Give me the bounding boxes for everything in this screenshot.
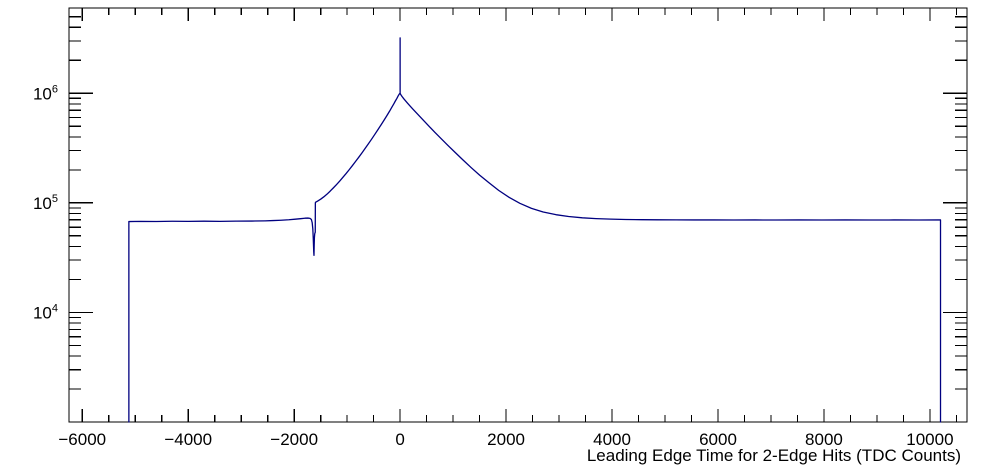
y-tick-label: 104 (33, 302, 58, 322)
x-tick-label: 2000 (487, 430, 525, 449)
x-axis-tick-labels: −6000 −4000 −2000 0 2000 4000 6000 8000 10000 (58, 430, 953, 449)
x-tick-label: 0 (395, 430, 404, 449)
x-tick-label: −6000 (58, 430, 106, 449)
y-tick-label: 105 (33, 193, 58, 213)
y-axis-major-ticks (69, 92, 967, 423)
x-tick-label: 8000 (805, 430, 843, 449)
x-tick-label: 4000 (593, 430, 631, 449)
x-axis-major-ticks (81, 8, 931, 422)
y-axis-tick-labels: 104 105 106 (33, 83, 58, 322)
y-tick-label: 106 (33, 83, 58, 103)
data-series-leading-edge-time (128, 37, 942, 423)
x-tick-label: 6000 (699, 430, 737, 449)
x-tick-label: −2000 (270, 430, 318, 449)
y-axis-minor-ticks (69, 7, 967, 390)
x-axis-title: Leading Edge Time for 2-Edge Hits (TDC C… (587, 446, 961, 465)
x-tick-label: 10000 (906, 430, 953, 449)
x-tick-label: −4000 (164, 430, 212, 449)
x-axis-minor-ticks (108, 8, 958, 422)
